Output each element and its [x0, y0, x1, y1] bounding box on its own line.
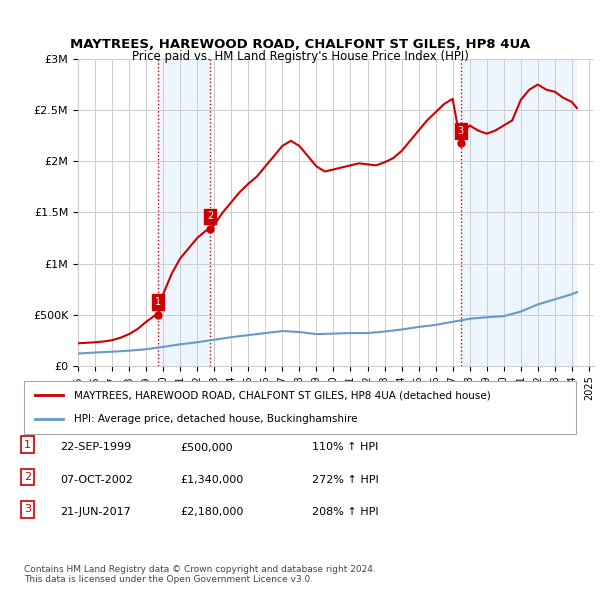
- Text: 2: 2: [207, 211, 214, 221]
- Text: 2: 2: [24, 472, 31, 482]
- Text: 21-JUN-2017: 21-JUN-2017: [60, 507, 131, 517]
- Text: 3: 3: [458, 126, 464, 136]
- Text: MAYTREES, HAREWOOD ROAD, CHALFONT ST GILES, HP8 4UA: MAYTREES, HAREWOOD ROAD, CHALFONT ST GIL…: [70, 38, 530, 51]
- Text: £1,340,000: £1,340,000: [180, 475, 243, 485]
- Text: HPI: Average price, detached house, Buckinghamshire: HPI: Average price, detached house, Buck…: [74, 414, 357, 424]
- Text: 1: 1: [155, 297, 161, 307]
- Text: 3: 3: [24, 504, 31, 514]
- Text: 22-SEP-1999: 22-SEP-1999: [60, 442, 131, 453]
- Text: 1: 1: [24, 440, 31, 450]
- Text: Price paid vs. HM Land Registry's House Price Index (HPI): Price paid vs. HM Land Registry's House …: [131, 50, 469, 63]
- Text: MAYTREES, HAREWOOD ROAD, CHALFONT ST GILES, HP8 4UA (detached house): MAYTREES, HAREWOOD ROAD, CHALFONT ST GIL…: [74, 391, 490, 401]
- Text: £500,000: £500,000: [180, 442, 233, 453]
- Text: Contains HM Land Registry data © Crown copyright and database right 2024.
This d: Contains HM Land Registry data © Crown c…: [24, 565, 376, 584]
- Text: 272% ↑ HPI: 272% ↑ HPI: [312, 475, 379, 485]
- Text: £2,180,000: £2,180,000: [180, 507, 244, 517]
- Text: 110% ↑ HPI: 110% ↑ HPI: [312, 442, 379, 453]
- Text: 208% ↑ HPI: 208% ↑ HPI: [312, 507, 379, 517]
- Bar: [158, 59, 211, 366]
- Bar: [461, 59, 577, 366]
- Text: 07-OCT-2002: 07-OCT-2002: [60, 475, 133, 485]
